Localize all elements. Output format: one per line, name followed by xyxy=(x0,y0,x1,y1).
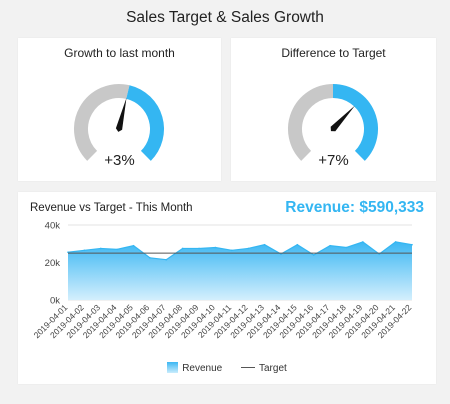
gauge-track xyxy=(74,84,130,161)
chart-legend: Revenue Target xyxy=(18,362,436,374)
revenue-point xyxy=(345,246,348,249)
revenue-point xyxy=(312,254,315,256)
legend-swatch-target xyxy=(241,366,255,368)
revenue-point xyxy=(329,244,331,247)
revenue-point xyxy=(116,248,118,251)
y-tick-label: 0k xyxy=(50,296,60,307)
revenue-kpi: Revenue: $590,333 xyxy=(285,199,424,216)
gauge-title: Growth to last month xyxy=(64,46,175,60)
legend-label-target: Target xyxy=(259,362,287,374)
gauge-fill xyxy=(125,85,164,161)
revenue-point xyxy=(296,243,299,246)
gauge-growth xyxy=(74,84,164,161)
gauge-target-diff xyxy=(288,84,378,161)
gauge-needle xyxy=(330,105,355,132)
gauge-card-growth: Growth to last month +3% xyxy=(18,38,221,181)
gauge-card-target-diff: Difference to Target +7% xyxy=(231,38,436,181)
legend-label-revenue: Revenue xyxy=(182,363,223,374)
revenue-point xyxy=(181,247,184,250)
page-title: Sales Target & Sales Growth xyxy=(126,9,324,26)
gauge-title: Difference to Target xyxy=(281,46,386,60)
revenue-point xyxy=(394,241,397,243)
gauge-value: +3% xyxy=(104,152,135,169)
revenue-point xyxy=(263,243,266,246)
revenue-point xyxy=(214,246,217,249)
revenue-point xyxy=(198,247,200,250)
revenue-point xyxy=(165,258,168,261)
chart-title: Revenue vs Target - This Month xyxy=(30,202,193,214)
gauge-fill xyxy=(332,84,378,161)
gauge-track xyxy=(288,84,334,161)
revenue-point xyxy=(231,249,233,252)
revenue-point xyxy=(83,249,86,252)
revenue-area xyxy=(68,241,412,300)
y-tick-label: 20k xyxy=(45,258,61,269)
revenue-point xyxy=(132,244,135,247)
revenue-chart-card: Revenue vs Target - This Month Revenue: … xyxy=(18,192,436,384)
revenue-point xyxy=(411,243,413,246)
revenue-line xyxy=(67,241,413,261)
legend-item-target[interactable]: Target xyxy=(241,363,287,374)
revenue-point xyxy=(99,247,102,250)
y-tick-label: 40k xyxy=(45,221,61,232)
revenue-point xyxy=(149,257,151,259)
gauge-needle xyxy=(115,97,127,132)
legend-item-revenue[interactable]: Revenue xyxy=(167,362,222,374)
legend-swatch-revenue xyxy=(167,362,179,373)
revenue-point xyxy=(247,247,249,250)
revenue-point xyxy=(362,241,364,243)
gauge-value: +7% xyxy=(318,152,349,169)
